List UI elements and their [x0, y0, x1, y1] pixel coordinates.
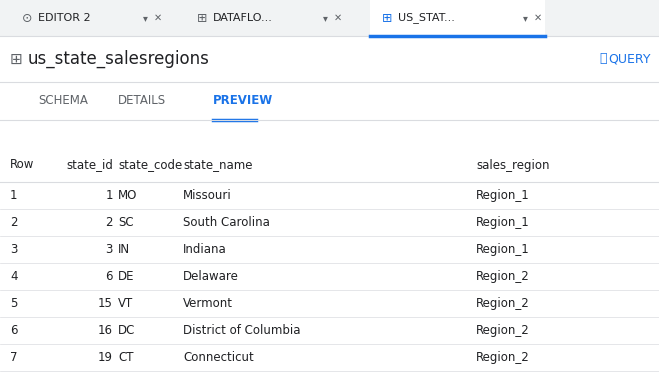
Text: 6: 6 — [105, 270, 113, 283]
Text: ▾: ▾ — [323, 13, 328, 23]
Text: us_state_salesregions: us_state_salesregions — [28, 50, 210, 68]
Text: ✕: ✕ — [154, 13, 162, 23]
Text: 15: 15 — [98, 297, 113, 310]
Text: Region_2: Region_2 — [476, 270, 530, 283]
Text: District of Columbia: District of Columbia — [183, 324, 301, 337]
Text: DE: DE — [118, 270, 134, 283]
Text: ⊞: ⊞ — [197, 12, 208, 25]
Text: state_id: state_id — [66, 158, 113, 171]
Text: DETAILS: DETAILS — [118, 94, 166, 108]
Text: 7: 7 — [10, 351, 18, 364]
Text: Region_1: Region_1 — [476, 189, 530, 202]
Text: 19: 19 — [98, 351, 113, 364]
Text: state_code: state_code — [118, 158, 183, 171]
Text: 5: 5 — [10, 297, 17, 310]
Text: Region_2: Region_2 — [476, 351, 530, 364]
Text: ▾: ▾ — [143, 13, 148, 23]
Text: US_STAT...: US_STAT... — [398, 13, 455, 23]
Text: ⊞: ⊞ — [10, 51, 23, 67]
Bar — [370, 0, 545, 36]
Text: ⊞: ⊞ — [382, 12, 393, 25]
Text: SC: SC — [118, 216, 134, 229]
Text: ⊙: ⊙ — [22, 12, 32, 25]
Text: DATAFLO...: DATAFLO... — [213, 13, 273, 23]
Text: MO: MO — [118, 189, 137, 202]
Text: PREVIEW: PREVIEW — [213, 94, 273, 108]
Text: IN: IN — [118, 243, 130, 256]
Text: 16: 16 — [98, 324, 113, 337]
Text: SCHEMA: SCHEMA — [38, 94, 88, 108]
Text: 4: 4 — [10, 270, 18, 283]
Bar — [185, 0, 345, 36]
Bar — [10, 0, 165, 36]
Text: QUERY: QUERY — [608, 52, 651, 65]
Text: DC: DC — [118, 324, 135, 337]
Text: ✕: ✕ — [534, 13, 542, 23]
Text: 6: 6 — [10, 324, 18, 337]
Text: state_name: state_name — [183, 158, 252, 171]
Text: Row: Row — [10, 158, 34, 171]
Text: Missouri: Missouri — [183, 189, 232, 202]
Text: VT: VT — [118, 297, 133, 310]
Text: EDITOR 2: EDITOR 2 — [38, 13, 91, 23]
Text: 1: 1 — [105, 189, 113, 202]
Text: 3: 3 — [10, 243, 17, 256]
Text: South Carolina: South Carolina — [183, 216, 270, 229]
Text: 1: 1 — [10, 189, 18, 202]
Text: Region_2: Region_2 — [476, 297, 530, 310]
Text: Vermont: Vermont — [183, 297, 233, 310]
Text: sales_region: sales_region — [476, 158, 550, 171]
Text: Delaware: Delaware — [183, 270, 239, 283]
Text: 3: 3 — [105, 243, 113, 256]
Bar — [0, 0, 659, 36]
Text: Region_2: Region_2 — [476, 324, 530, 337]
Text: Region_1: Region_1 — [476, 216, 530, 229]
Text: Region_1: Region_1 — [476, 243, 530, 256]
Text: ▾: ▾ — [523, 13, 528, 23]
Text: 2: 2 — [105, 216, 113, 229]
Text: 2: 2 — [10, 216, 18, 229]
Text: Indiana: Indiana — [183, 243, 227, 256]
Text: CT: CT — [118, 351, 134, 364]
Text: Connecticut: Connecticut — [183, 351, 254, 364]
Text: 🔍: 🔍 — [599, 52, 606, 65]
Text: ✕: ✕ — [334, 13, 342, 23]
